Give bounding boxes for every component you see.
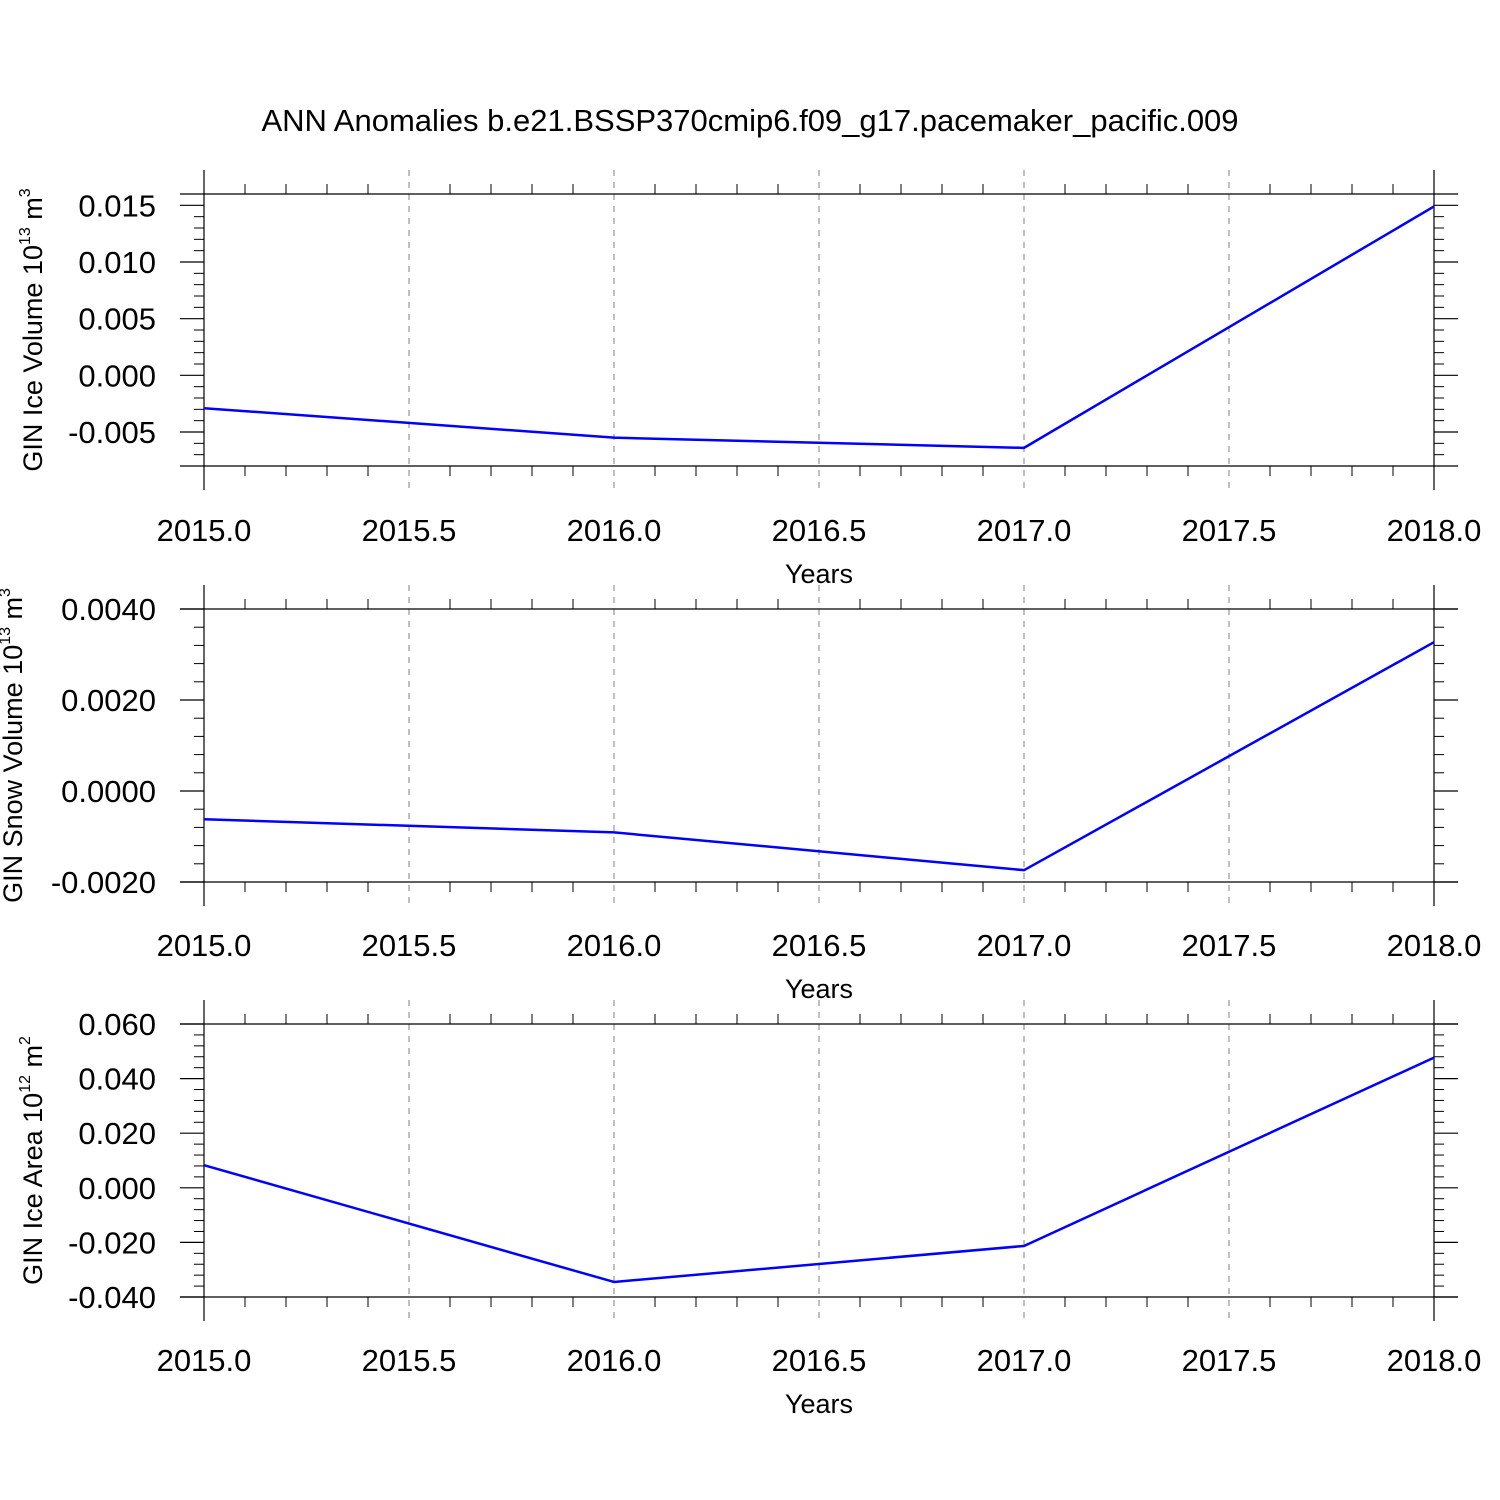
x-tick-label: 2015.0 <box>157 928 252 963</box>
x-axis-label: Years <box>785 1389 853 1419</box>
y-tick-label: -0.0020 <box>51 865 156 900</box>
y-axis-label-main: GIN Snow Volume 10 <box>0 645 28 903</box>
x-axis-label: Years <box>785 559 853 589</box>
series-line <box>203 205 1435 450</box>
y-axis-label-main: GIN Ice Area 10 <box>18 1093 48 1285</box>
panel-2: 2015.0 2015.5 2016.0 2016.5 2017.0 2017.5 2018… <box>0 585 1481 1004</box>
panel-1: 2015.0 2015.5 2016.0 2016.5 2017.0 2017.5 2018… <box>17 170 1481 589</box>
y-axis-label-unit-exponent: 3 <box>0 588 14 597</box>
y-tick-label: -0.005 <box>68 415 156 450</box>
panel-3: 2015.0 2015.5 2016.0 2016.5 2017.0 2017.5 2018… <box>17 1000 1481 1419</box>
y-tick-label: 0.040 <box>78 1062 156 1097</box>
y-tick-label: 0.010 <box>78 245 156 280</box>
x-tick-label: 2015.5 <box>362 928 457 963</box>
x-tick-label: 2015.0 <box>157 513 252 548</box>
x-tick-label: 2015.5 <box>362 1343 457 1378</box>
x-axis-label: Years <box>785 974 853 1004</box>
y-axis-label: GIN Ice Area 1012 m2 <box>17 1036 48 1285</box>
x-tick-label: 2018.0 <box>1387 928 1482 963</box>
x-tick-label: 2017.5 <box>1182 1343 1277 1378</box>
x-tick-label: 2018.0 <box>1387 1343 1482 1378</box>
y-axis-label-unit: m <box>18 197 48 227</box>
x-tick-label: 2018.0 <box>1387 513 1482 548</box>
y-tick-label: 0.005 <box>78 302 156 337</box>
series-line <box>203 1056 1435 1284</box>
y-tick-label: 0.060 <box>78 1007 156 1042</box>
x-tick-label: 2017.5 <box>1182 513 1277 548</box>
x-tick-label: 2015.0 <box>157 1343 252 1378</box>
y-tick-label: -0.020 <box>68 1225 156 1260</box>
y-axis-label-unit-exponent: 2 <box>17 1036 34 1045</box>
y-axis-label: GIN Ice Volume 1013 m3 <box>17 188 48 471</box>
y-tick-label: 0.000 <box>78 358 156 393</box>
y-tick-label: 0.0000 <box>61 774 156 809</box>
y-tick-label: 0.0020 <box>61 683 156 718</box>
x-tick-label: 2016.5 <box>772 928 867 963</box>
y-tick-label: 0.0040 <box>61 592 156 627</box>
y-tick-label: 0.000 <box>78 1171 156 1206</box>
y-axis-label-main: GIN Ice Volume 10 <box>18 245 48 472</box>
y-tick-label: -0.040 <box>68 1280 156 1315</box>
series-line <box>203 641 1435 872</box>
x-tick-label: 2017.0 <box>977 928 1072 963</box>
y-axis-label-unit: m <box>0 597 28 627</box>
x-tick-label: 2016.5 <box>772 513 867 548</box>
x-tick-label: 2016.5 <box>772 1343 867 1378</box>
figure-title: ANN Anomalies b.e21.BSSP370cmip6.f09_g17… <box>261 103 1238 138</box>
x-tick-label: 2017.0 <box>977 1343 1072 1378</box>
x-tick-label: 2016.0 <box>567 1343 662 1378</box>
x-tick-label: 2017.5 <box>1182 928 1277 963</box>
y-axis-label-unit: m <box>18 1045 48 1075</box>
y-axis-label-exponent: 13 <box>17 227 34 245</box>
x-tick-label: 2016.0 <box>567 928 662 963</box>
y-tick-label: 0.015 <box>78 188 156 223</box>
y-axis-label-exponent: 13 <box>0 627 14 645</box>
y-tick-label: 0.020 <box>78 1116 156 1151</box>
x-tick-label: 2015.5 <box>362 513 457 548</box>
x-tick-label: 2016.0 <box>567 513 662 548</box>
x-tick-label: 2017.0 <box>977 513 1072 548</box>
y-axis-label: GIN Snow Volume 1013 m3 <box>0 588 28 903</box>
y-axis-label-unit-exponent: 3 <box>17 188 34 197</box>
y-axis-label-exponent: 12 <box>17 1075 34 1093</box>
